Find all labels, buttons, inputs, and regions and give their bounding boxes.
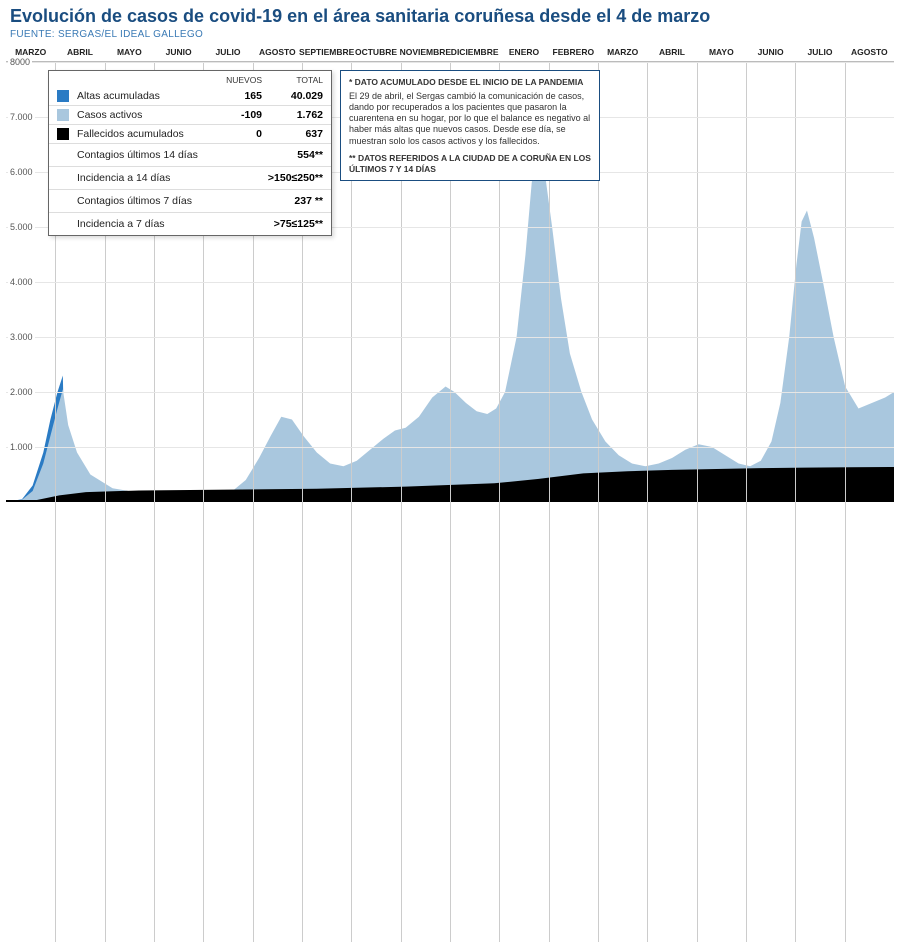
legend-extra-row: Incidencia a 14 días >150≤250** [49, 167, 331, 190]
legend-extra-value: >150≤250** [253, 172, 323, 184]
legend-extra-label: Incidencia a 14 días [77, 172, 247, 184]
month-label: AGOSTO [851, 47, 888, 57]
legend-extra-label: Contagios últimos 14 días [77, 149, 247, 161]
y-tick-label: 5.000 [8, 222, 35, 232]
month-label: JULIO [807, 47, 832, 57]
footnote-subtitle: ** DATOS REFERIDOS A LA CIUDAD DE A CORU… [349, 153, 591, 174]
legend-extra-label: Contagios últimos 7 días [77, 195, 247, 207]
legend-value-total: 1.762 [268, 109, 323, 121]
month-label: MAYO [709, 47, 734, 57]
legend-value-total: 637 [268, 128, 323, 140]
legend-value-nuevos: 0 [207, 128, 262, 140]
month-label: ENERO [509, 47, 539, 57]
month-label: JUNIO [758, 47, 784, 57]
legend-value-nuevos: -109 [207, 109, 262, 121]
y-tick-label: 3.000 [8, 332, 35, 342]
legend-swatch [57, 90, 69, 102]
legend-data-box: NUEVOS TOTAL Altas acumuladas 165 40.029 Ca… [48, 70, 332, 236]
month-label: ABRIL [67, 47, 93, 57]
legend-label: Fallecidos acumulados [77, 128, 201, 140]
legend-extra-row: Contagios últimos 14 días 554** [49, 144, 331, 167]
month-label: JUNIO [166, 47, 192, 57]
legend-label: Casos activos [77, 109, 201, 121]
y-tick-label: 8000 [8, 57, 32, 67]
month-label: OCTUBRE [355, 47, 397, 57]
month-label: ABRIL [659, 47, 685, 57]
y-tick-label: 1.000 [8, 442, 35, 452]
chart-source: FUENTE: SERGAS/EL IDEAL GALLEGO [0, 29, 900, 44]
legend-extra-label: Incidencia a 7 días [77, 218, 247, 230]
legend-value-nuevos: 165 [207, 90, 262, 102]
legend-label: Altas acumuladas [77, 90, 201, 102]
y-tick-label: 4.000 [8, 277, 35, 287]
legend-extra-value: >75≤125** [253, 218, 323, 230]
legend-value-total: 40.029 [268, 90, 323, 102]
footnote-title: * DATO ACUMULADO DESDE EL INICIO DE LA P… [349, 77, 591, 88]
legend-extra-value: 554** [253, 149, 323, 161]
legend-header-total: TOTAL [268, 75, 323, 85]
month-label: FEBRERO [553, 47, 595, 57]
month-label: NOVIEMBRE [400, 47, 451, 57]
legend-row: Fallecidos acumulados 0 637 [49, 125, 331, 144]
legend-row: Casos activos -109 1.762 [49, 106, 331, 125]
legend-extra-value: 237 ** [253, 195, 323, 207]
legend-header-nuevos: NUEVOS [207, 75, 262, 85]
month-label: DICIEMBRE [451, 47, 499, 57]
footnote-box: * DATO ACUMULADO DESDE EL INICIO DE LA P… [340, 70, 600, 181]
y-tick-label: 6.000 [8, 167, 35, 177]
month-label: AGOSTO [259, 47, 296, 57]
month-label: JULIO [215, 47, 240, 57]
legend-swatch [57, 109, 69, 121]
month-label: MAYO [117, 47, 142, 57]
x-axis-months: MARZOABRILMAYOJUNIOJULIOAGOSTOSEPTIEMBRE… [6, 44, 894, 62]
chart-title: Evolución de casos de covid-19 en el áre… [0, 0, 900, 29]
month-label: MARZO [607, 47, 638, 57]
footnote-body: El 29 de abril, el Sergas cambió la comu… [349, 91, 591, 147]
legend-row: Altas acumuladas 165 40.029 [49, 87, 331, 106]
legend-extra-row: Incidencia a 7 días >75≤125** [49, 213, 331, 235]
month-label: SEPTIEMBRE [299, 47, 354, 57]
month-label: MARZO [15, 47, 46, 57]
y-tick-label: 2.000 [8, 387, 35, 397]
legend-extra-row: Contagios últimos 7 días 237 ** [49, 190, 331, 213]
y-tick-label: 7.000 [8, 112, 35, 122]
legend-swatch [57, 128, 69, 140]
